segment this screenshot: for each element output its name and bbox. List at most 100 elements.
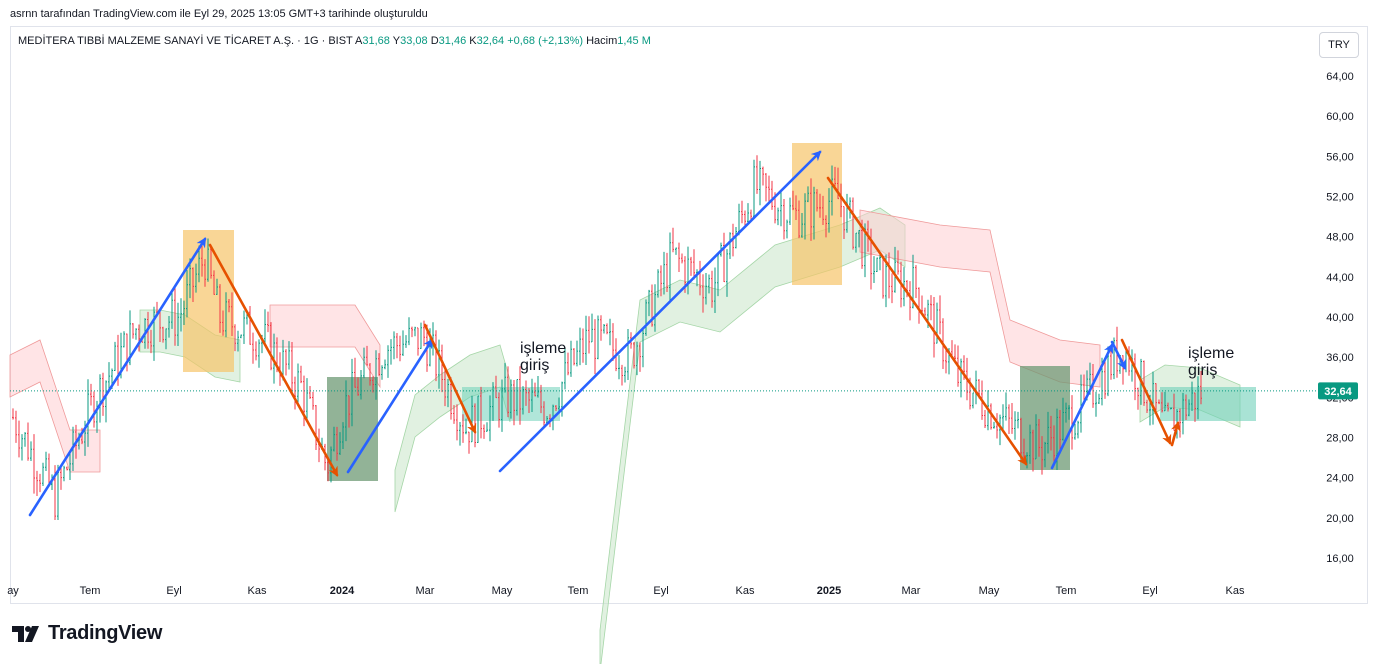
candle [1158, 399, 1160, 405]
candle [642, 327, 644, 368]
candle [450, 377, 452, 420]
candle [693, 249, 695, 280]
candle [1059, 410, 1061, 450]
low-label: D [430, 35, 439, 47]
candle [744, 210, 746, 228]
candle [63, 465, 65, 482]
candle [711, 270, 713, 308]
candle [468, 431, 470, 454]
candle [945, 346, 947, 374]
candle [462, 414, 464, 443]
candle [1068, 405, 1070, 420]
candle [537, 375, 539, 398]
candle [1182, 392, 1184, 435]
candle [186, 270, 188, 318]
candle [216, 278, 218, 295]
candle [633, 342, 635, 369]
candle [555, 405, 557, 412]
candle [627, 328, 629, 380]
candle [825, 215, 827, 238]
candle [249, 305, 251, 345]
candle [591, 313, 593, 343]
candle [984, 409, 986, 429]
x-tick-label: Tem [568, 585, 589, 597]
candle [564, 347, 566, 390]
candle [876, 257, 878, 272]
candle [675, 247, 677, 255]
candle [180, 298, 182, 332]
candle [570, 340, 572, 377]
candle [1095, 391, 1097, 417]
candle [798, 200, 800, 239]
volume-label: Hacim [586, 35, 618, 47]
candle [594, 319, 596, 375]
close-label: K [469, 35, 477, 47]
candle [702, 274, 704, 313]
x-tick-label: Tem [80, 585, 101, 597]
tradingview-logo[interactable]: TradingView [12, 622, 162, 645]
candle [654, 284, 656, 332]
candle [1170, 407, 1172, 410]
highlight-box [792, 143, 842, 285]
candle [612, 323, 614, 361]
candle [990, 403, 992, 430]
candle [624, 366, 626, 383]
change-value: +0,68 (+2,13%) [507, 35, 584, 47]
candle [660, 265, 662, 297]
candle [183, 300, 185, 326]
candle [192, 267, 194, 302]
candle [657, 269, 659, 298]
candle [90, 383, 92, 406]
currency-button[interactable]: TRY [1319, 32, 1359, 58]
candle [171, 291, 173, 329]
up-trend-arrow [346, 338, 434, 474]
candle [1167, 402, 1169, 412]
x-tick-label: May [492, 585, 513, 597]
candle [1104, 358, 1106, 399]
candle [894, 246, 896, 293]
cloud-band [9, 339, 101, 473]
candle [729, 232, 731, 259]
candle [243, 310, 245, 344]
candle [1185, 394, 1187, 420]
candle [357, 377, 359, 396]
candle [456, 404, 458, 441]
candle [333, 426, 335, 452]
candle [288, 341, 290, 370]
symbol-name[interactable]: MEDİTERA TIBBİ MALZEME SANAYİ VE TİCARET… [18, 35, 353, 47]
candle [138, 324, 140, 352]
chart-frame [10, 26, 1368, 604]
candle [801, 213, 803, 238]
x-tick-label: 2024 [330, 585, 355, 597]
candle [582, 328, 584, 363]
candle [1029, 424, 1031, 464]
candle [18, 420, 20, 458]
candle [756, 155, 758, 194]
candle [207, 238, 209, 282]
candle [1002, 404, 1004, 430]
chart-attribution: asrnn tarafından TradingView.com ile Eyl… [10, 8, 428, 20]
candle [1050, 415, 1052, 451]
y-tick-label: 64,00 [1326, 71, 1354, 83]
candle [645, 299, 647, 336]
y-tick-label: 24,00 [1326, 473, 1354, 485]
candle [747, 203, 749, 224]
candle [1032, 429, 1034, 472]
candle [93, 391, 95, 428]
candle [270, 322, 272, 371]
candle [1152, 371, 1154, 425]
candle [1014, 411, 1016, 440]
candle [1200, 370, 1202, 405]
candle [1041, 436, 1043, 475]
candle [855, 232, 857, 253]
candle [225, 292, 227, 338]
candle [498, 392, 500, 428]
open-label: A [355, 35, 363, 47]
candle [201, 244, 203, 277]
candle [162, 326, 164, 343]
candle [1038, 418, 1040, 457]
candle [795, 195, 797, 220]
candle [705, 273, 707, 305]
y-tick-label: 44,00 [1326, 272, 1354, 284]
